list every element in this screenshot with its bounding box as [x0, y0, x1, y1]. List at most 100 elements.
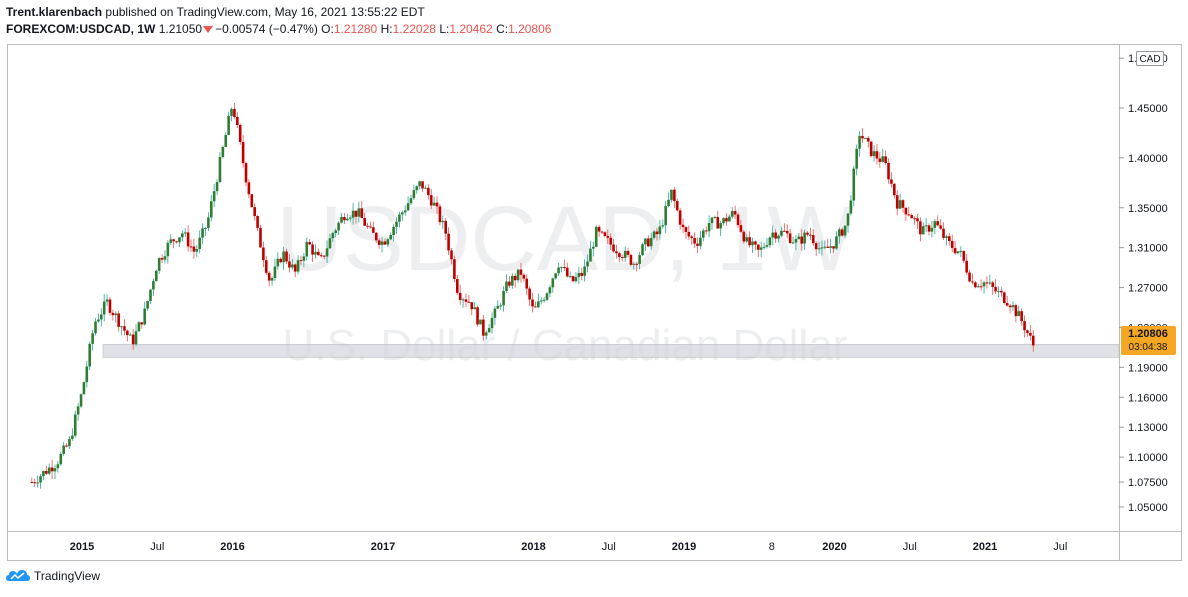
candle-body: [319, 255, 323, 257]
candle-body: [864, 137, 867, 139]
candle-body: [710, 217, 714, 224]
candle-body: [455, 279, 459, 293]
candle-body: [838, 229, 841, 237]
candle-body: [33, 482, 37, 484]
candle-body: [632, 263, 636, 265]
candle-body: [264, 260, 268, 273]
candle-body: [85, 366, 89, 383]
candle-body: [1031, 335, 1035, 346]
candle-body: [638, 255, 641, 264]
candle-body: [427, 187, 430, 196]
candle-body: [140, 322, 144, 325]
publish-info: Trent.klarenbach published on TradingVie…: [6, 5, 425, 19]
candle-body: [380, 241, 384, 245]
candle-body: [386, 239, 390, 245]
candle-body: [988, 282, 992, 284]
candle-body: [450, 250, 453, 260]
candle-body: [438, 206, 442, 223]
candle-body: [809, 234, 812, 236]
symbol-label[interactable]: FOREXCOM:USDCAD, 1W: [6, 22, 156, 36]
last-price: 1.21050: [158, 22, 203, 36]
ohlc-legend: FOREXCOM:USDCAD, 1W 1.21050 −0.00574 (−0.…: [6, 22, 551, 36]
candle-body: [647, 238, 650, 247]
candle-body: [696, 243, 699, 246]
candle-body: [832, 246, 835, 249]
tradingview-footer[interactable]: TradingView: [6, 569, 100, 583]
candle-body: [574, 277, 578, 282]
candle-body: [565, 267, 569, 277]
candle-body: [771, 232, 775, 238]
down-arrow-icon: [203, 26, 214, 34]
tradingview-brand: TradingView: [34, 569, 101, 583]
candle-body: [681, 224, 685, 228]
candle-body: [765, 245, 769, 247]
candle-body: [953, 248, 957, 254]
candle-body: [296, 260, 300, 272]
candle-body: [580, 272, 584, 276]
candle-body: [510, 275, 514, 286]
candle-body: [482, 319, 485, 336]
candle-body: [328, 238, 332, 249]
candle-body: [447, 233, 450, 251]
candle-body: [1023, 321, 1026, 331]
x-tick-label: 2016: [220, 541, 244, 553]
candle-body: [221, 146, 225, 157]
candle-body: [971, 281, 974, 283]
candle-body: [91, 333, 94, 344]
candle-body: [166, 242, 170, 257]
x-tick-label: Jul: [903, 541, 917, 553]
candle-body: [346, 218, 349, 221]
y-tick-label: 1.07500: [1128, 477, 1168, 489]
candle-body: [675, 201, 679, 211]
candle-body: [901, 200, 905, 208]
candle-body: [154, 270, 158, 282]
candle-body: [117, 313, 120, 327]
candle-body: [134, 331, 138, 345]
candle-body: [924, 225, 928, 227]
support-zone[interactable]: [102, 344, 1120, 358]
candle-body: [693, 238, 696, 244]
candle-body: [233, 108, 236, 117]
candle-body: [554, 273, 557, 279]
candle-body: [267, 272, 271, 281]
candle-body: [612, 244, 615, 252]
candle-body: [152, 281, 155, 290]
candle-body: [383, 241, 387, 245]
y-tick-label: 1.45000: [1128, 103, 1168, 115]
candle-body: [618, 253, 621, 258]
currency-label: CAD: [1139, 54, 1160, 65]
candle-body: [528, 288, 531, 300]
candle-body: [250, 194, 254, 208]
candle-body: [377, 240, 381, 245]
candle-body: [1000, 290, 1003, 293]
candle-body: [811, 235, 815, 244]
candle-body: [913, 218, 916, 220]
x-tick-label: 2021: [973, 541, 997, 553]
candle-body: [409, 198, 413, 204]
author-name[interactable]: Trent.klarenbach: [6, 5, 103, 19]
candle-body: [369, 226, 372, 228]
candle-body: [615, 251, 618, 254]
candle-body: [146, 301, 149, 309]
candle-body: [713, 217, 717, 219]
candle-body: [360, 208, 364, 219]
candle-body: [936, 221, 940, 226]
candle-body: [707, 223, 711, 232]
candle-body: [432, 202, 436, 206]
candle-body: [606, 236, 610, 238]
candle-body: [583, 266, 586, 276]
published-text: published on TradingView.com, May 16, 20…: [105, 5, 425, 19]
candle-body: [597, 226, 601, 232]
candle-body: [62, 445, 65, 454]
candle-body: [302, 256, 306, 261]
candle-body: [325, 248, 329, 257]
candle-body: [30, 482, 34, 484]
candle-body: [505, 281, 508, 291]
candle-body: [435, 202, 439, 207]
candle-body: [855, 148, 858, 169]
candle-body: [791, 242, 795, 244]
candle-body: [609, 237, 612, 245]
candle-body: [227, 115, 230, 135]
candle-body: [282, 251, 285, 263]
